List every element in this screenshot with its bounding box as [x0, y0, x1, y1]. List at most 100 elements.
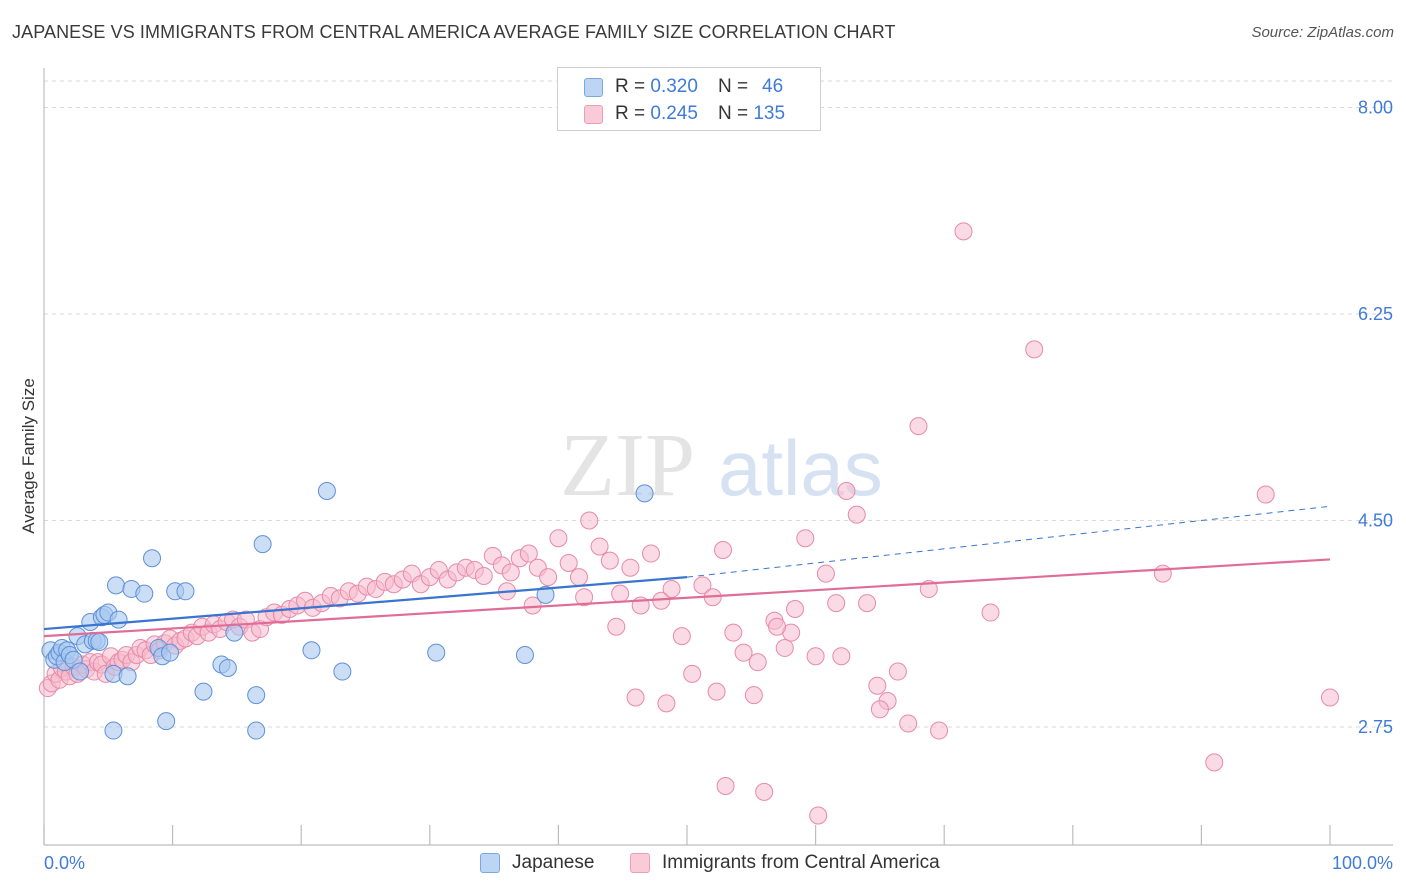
y-axis-label: Average Family Size	[19, 378, 38, 534]
watermark-zip: ZIP	[560, 416, 695, 515]
central-america-point	[786, 600, 805, 618]
central-america-point	[580, 511, 599, 530]
central-america-point	[559, 553, 578, 572]
legend-r-label: R =	[615, 103, 646, 124]
central-america-point	[693, 576, 712, 595]
japanese-swatch	[584, 77, 603, 97]
japanese-point	[218, 659, 237, 677]
japanese-point	[635, 484, 654, 503]
central-america-point	[716, 777, 735, 795]
central-america-point	[501, 563, 520, 582]
central-america-point	[1025, 340, 1044, 359]
central-america-point	[909, 417, 928, 436]
japanese-point	[536, 585, 555, 604]
japanese-point	[143, 549, 162, 568]
central-america-point	[796, 529, 815, 548]
japanese-point	[161, 643, 180, 662]
series-central-america-points	[38, 222, 1339, 825]
axes	[43, 68, 1393, 846]
central-america-point	[837, 482, 856, 500]
legend-n-label: N =	[717, 103, 749, 124]
central-america-point	[707, 682, 726, 701]
japanese-point	[515, 646, 534, 665]
central-america-point	[549, 529, 568, 548]
central-america-point	[626, 688, 645, 707]
central-america-point	[600, 551, 619, 570]
legend: R = 0.320 N = 46 R = 0.245 N = 135	[557, 67, 821, 131]
central-america-point	[847, 505, 866, 524]
central-america-point	[590, 537, 609, 556]
central-america-point	[981, 603, 1000, 622]
central-america-point	[816, 564, 835, 583]
central-america-point	[662, 579, 681, 598]
central-america-point	[809, 806, 828, 825]
central-america-point	[870, 700, 889, 719]
central-america-point	[899, 714, 918, 733]
japanese-point	[104, 721, 123, 740]
japanese-point	[135, 584, 154, 603]
japanese-point	[302, 641, 321, 660]
central-america-point	[868, 676, 887, 695]
japanese-trend-line	[43, 576, 688, 631]
japanese-point	[427, 643, 446, 662]
y-tick-label-2: 6.25	[1358, 304, 1393, 324]
japanese-trend-extension	[686, 505, 1331, 578]
japanese-point	[109, 610, 128, 629]
central-america-point	[1256, 485, 1275, 504]
legend-r-value: 0.320	[650, 76, 698, 97]
central-america-point	[657, 694, 676, 713]
central-america-point	[569, 568, 588, 587]
japanese-point	[107, 576, 126, 595]
central-america-swatch	[584, 104, 603, 124]
legend-n-value: 135	[753, 103, 786, 124]
japanese-point	[253, 535, 272, 554]
central-america-point	[806, 647, 825, 666]
central-america-point	[930, 721, 949, 740]
x-tick-max: 100.0%	[1332, 853, 1393, 873]
central-america-point	[519, 544, 538, 563]
japanese-point	[333, 662, 352, 681]
central-america-point	[474, 566, 493, 585]
central-america-point	[755, 782, 774, 801]
chart-title: JAPANESE VS IMMIGRANTS FROM CENTRAL AMER…	[12, 22, 896, 42]
central-america-point	[575, 588, 594, 607]
central-america-point	[832, 647, 851, 666]
y-tick-label-0: 2.75	[1358, 717, 1393, 737]
japanese-point	[90, 633, 109, 652]
central-america-point	[1205, 753, 1224, 772]
central-america-point	[1153, 564, 1172, 583]
trend-lines	[43, 505, 1331, 638]
bottom-legend-japanese-label: Japanese	[512, 852, 595, 873]
y-tick-label-1: 4.50	[1358, 511, 1393, 531]
bottom-legend-central-america: Immigrants from Central America	[630, 852, 940, 874]
japanese-swatch	[480, 853, 500, 873]
central-america-point	[744, 686, 763, 705]
central-america-swatch	[630, 853, 650, 873]
y-tick-label-3: 8.00	[1358, 98, 1393, 118]
japanese-point	[157, 712, 176, 731]
central-america-point	[539, 568, 558, 587]
legend-row-japanese: R = 0.320 N = 46	[584, 75, 783, 99]
central-america-point	[1321, 688, 1339, 707]
watermark: ZIP atlas	[560, 416, 883, 515]
bottom-legend-central-america-label: Immigrants from Central America	[662, 852, 940, 873]
central-america-point	[672, 627, 691, 646]
central-america-point	[621, 558, 640, 577]
series-japanese-points	[41, 482, 654, 740]
central-america-point	[611, 584, 630, 603]
central-america-trend-line	[43, 558, 1331, 638]
central-america-point	[888, 662, 907, 681]
central-america-point	[748, 653, 767, 672]
central-america-point	[768, 617, 787, 636]
legend-n-label: N =	[717, 76, 749, 97]
central-america-point	[954, 222, 973, 241]
japanese-point	[176, 582, 195, 601]
y-tick-labels: 2.75 4.50 6.25 8.00	[1358, 98, 1393, 738]
japanese-point	[225, 623, 244, 642]
japanese-point	[247, 721, 266, 740]
x-tick-min: 0.0%	[44, 853, 85, 873]
bottom-legend-japanese: Japanese	[480, 852, 594, 874]
central-america-point	[858, 594, 877, 613]
japanese-point	[317, 482, 336, 500]
